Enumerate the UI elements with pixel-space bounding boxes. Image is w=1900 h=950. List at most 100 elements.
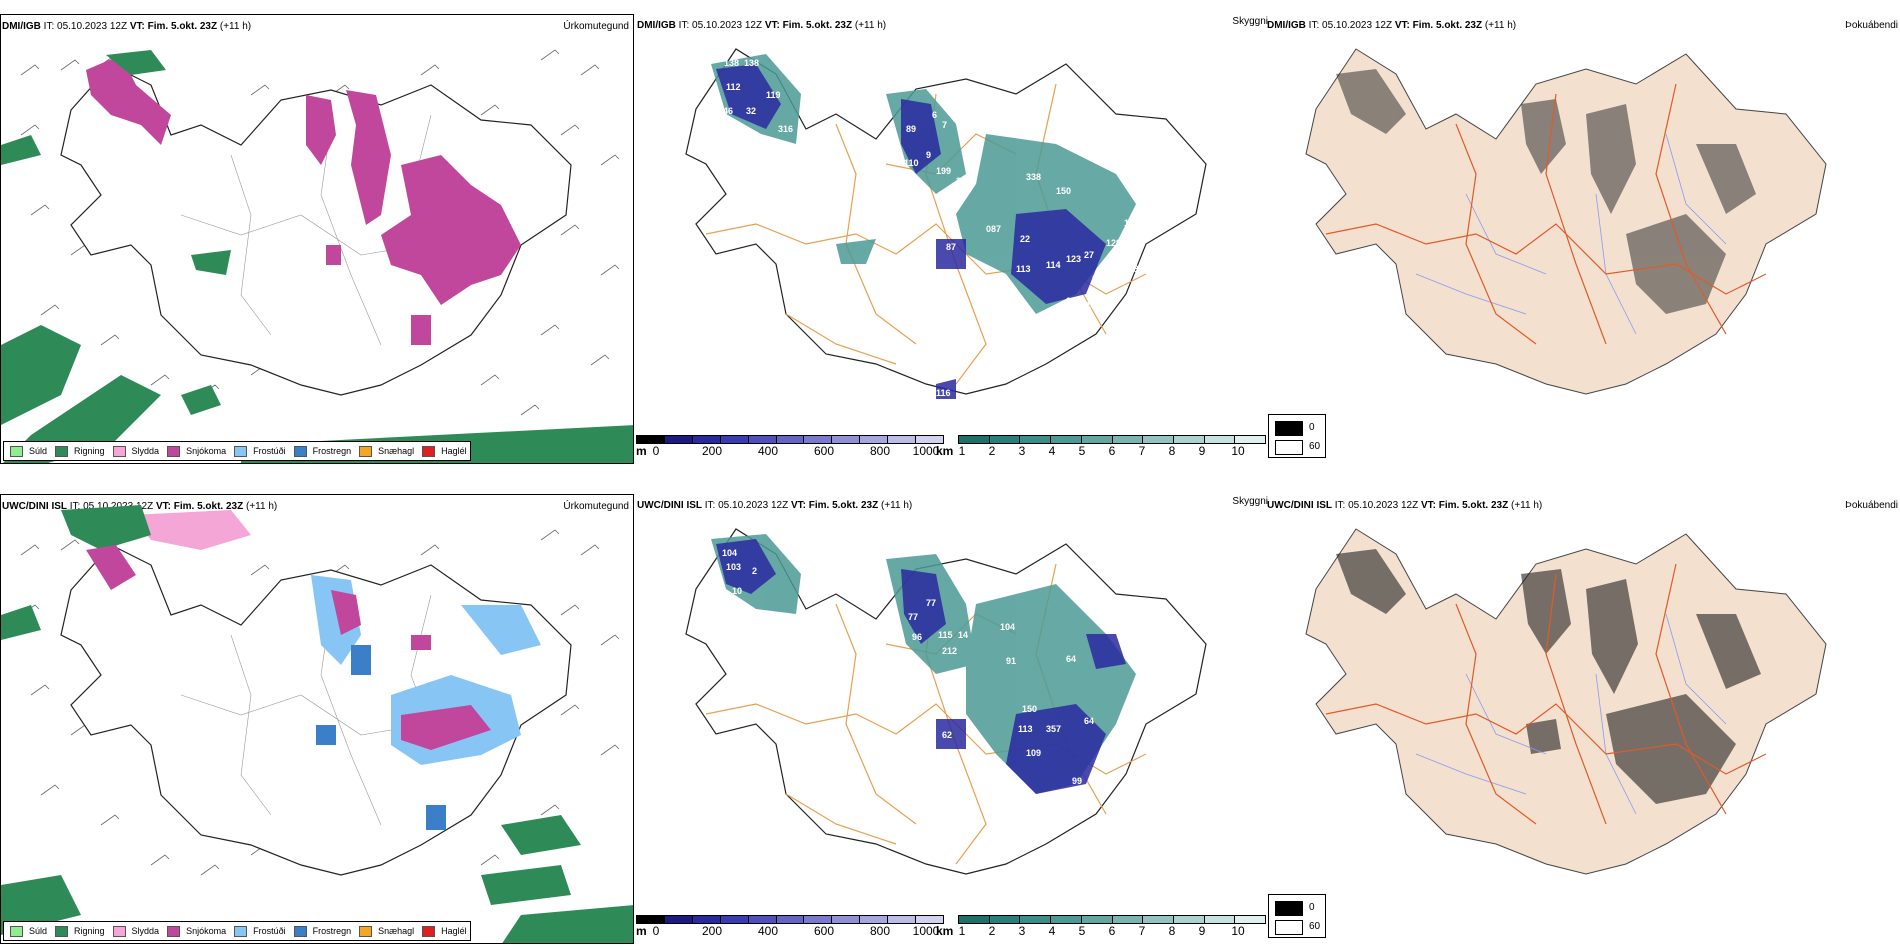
panel-label: Þokuábendi [1845,20,1898,31]
ceiling-colorbar [636,915,944,924]
colorbar-step [1020,916,1052,923]
svg-text:24: 24 [756,136,766,146]
tick-label: 10 [1231,444,1245,458]
colorbar-step [692,916,721,923]
svg-text:10: 10 [732,586,742,596]
colorbar-step [1173,916,1205,923]
panel-label: Úrkomutegund [563,501,629,512]
ceiling-labels: 138 138 112 146 32 119 24 316 89 6 7 110… [718,58,1161,398]
precip-type-map [1,505,633,943]
svg-text:108: 108 [1060,814,1075,824]
tick-label: 200 [701,444,723,458]
legend-item-sudd: Súld [10,445,47,457]
ceiling-unit: m [636,444,647,458]
tick-label: 9 [1198,924,1206,938]
legend-swatch [293,445,307,457]
fog-swatch [1275,920,1303,935]
colorbar-step [1173,436,1205,443]
colorbar-step [776,916,805,923]
tick-label: 1000 [912,924,940,938]
colorbar-step [720,436,749,443]
roads [180,594,482,826]
svg-text:145: 145 [1046,796,1061,806]
panel-label: Þokuábendi [1845,500,1898,511]
snowfall-areas [86,55,521,345]
fog-panel-top: DMI/IGB IT: 05.10.2023 12Z VT: Fim. 5.ok… [1266,14,1900,464]
roads [1325,83,1767,345]
cloud-panel-top: DMI/IGB IT: 05.10.2023 12Z VT: Fim. 5.ok… [636,14,1270,464]
legend-item-sleet: Slydda [112,925,159,937]
fog-legend-label: 0 [1309,902,1315,913]
svg-text:89: 89 [906,124,916,134]
colorbar-step [916,436,943,443]
colorbar-step [916,916,943,923]
svg-text:212: 212 [942,646,957,656]
colorbar-step [637,916,665,923]
svg-text:2: 2 [752,566,757,576]
legend-swatch [422,925,436,937]
svg-text:7: 7 [942,120,947,130]
visibility-colorbar [958,915,1266,924]
svg-text:123: 123 [1066,254,1081,264]
svg-text:120: 120 [1106,238,1121,248]
svg-text:255: 255 [956,176,971,186]
cloud-panel-bottom: UWC/DINI ISL IT: 05.10.2023 12Z VT: Fim.… [636,494,1270,944]
svg-text:113: 113 [1016,264,1031,274]
svg-text:316: 316 [778,124,793,134]
rivers [1415,133,1727,335]
tick-label: 8 [1168,444,1176,458]
tick-label: 0 [652,444,660,458]
svg-text:13: 13 [916,184,926,194]
svg-text:96: 96 [912,632,922,642]
legend-item-hail: Haglél [422,445,467,457]
svg-text:64: 64 [1084,716,1094,726]
roads [180,114,482,346]
svg-text:109: 109 [1026,748,1041,758]
ceiling-areas [716,64,1106,399]
svg-text:151: 151 [1086,300,1101,310]
colorbar-step [664,916,693,923]
colorbar-step [832,436,861,443]
legend-swatch [167,445,181,457]
legend-item-freezing-rain: Frostregn [293,445,351,457]
svg-text:87: 87 [946,242,956,252]
legend-item-snow-pellets: Snæhagl [359,445,414,457]
tick-label: 6 [1108,444,1116,458]
svg-text:62: 62 [942,730,952,740]
svg-text:72: 72 [1102,742,1112,752]
svg-text:27: 27 [1084,250,1094,260]
svg-text:219: 219 [1066,296,1081,306]
ceiling-labels: 104 103 2 10 77 77 96 115 14 212 104 91 … [722,548,1112,824]
iceland-outline [60,544,572,876]
colorbar-step [1020,436,1052,443]
svg-text:118: 118 [1124,264,1139,274]
colorbar-step [1051,916,1082,923]
svg-text:150: 150 [1056,186,1071,196]
visibility-unit: km [936,444,954,458]
colorbar-step [1081,916,1113,923]
rain-areas [1,505,633,943]
fog-map [1305,528,1827,875]
legend-swatch [112,445,126,457]
roads [1325,563,1767,825]
visibility-colorbar [958,435,1266,444]
sleet-areas [131,510,251,550]
legend-item-freezing-rain: Frostregn [293,925,351,937]
tick-label: 1000 [912,444,940,458]
colorbar-step [804,436,833,443]
svg-text:150: 150 [1088,602,1103,612]
tick-label: 400 [757,924,779,938]
legend-swatch [55,445,69,457]
legend-swatch [234,445,248,457]
colorbar-step [888,436,917,443]
fog-swatch [1275,440,1303,455]
legend-swatch [10,445,23,457]
fog-shading [1336,549,1761,804]
legend-item-snow: Snjókoma [167,925,226,937]
colorbar-step [804,916,833,923]
legend-item-hail: Haglél [422,925,467,937]
tick-label: 8 [1168,924,1176,938]
panel-title: DMI/IGB IT: 05.10.2023 12Z VT: Fim. 5.ok… [1267,20,1517,31]
svg-text:104: 104 [722,548,737,558]
svg-text:087: 087 [986,224,1001,234]
